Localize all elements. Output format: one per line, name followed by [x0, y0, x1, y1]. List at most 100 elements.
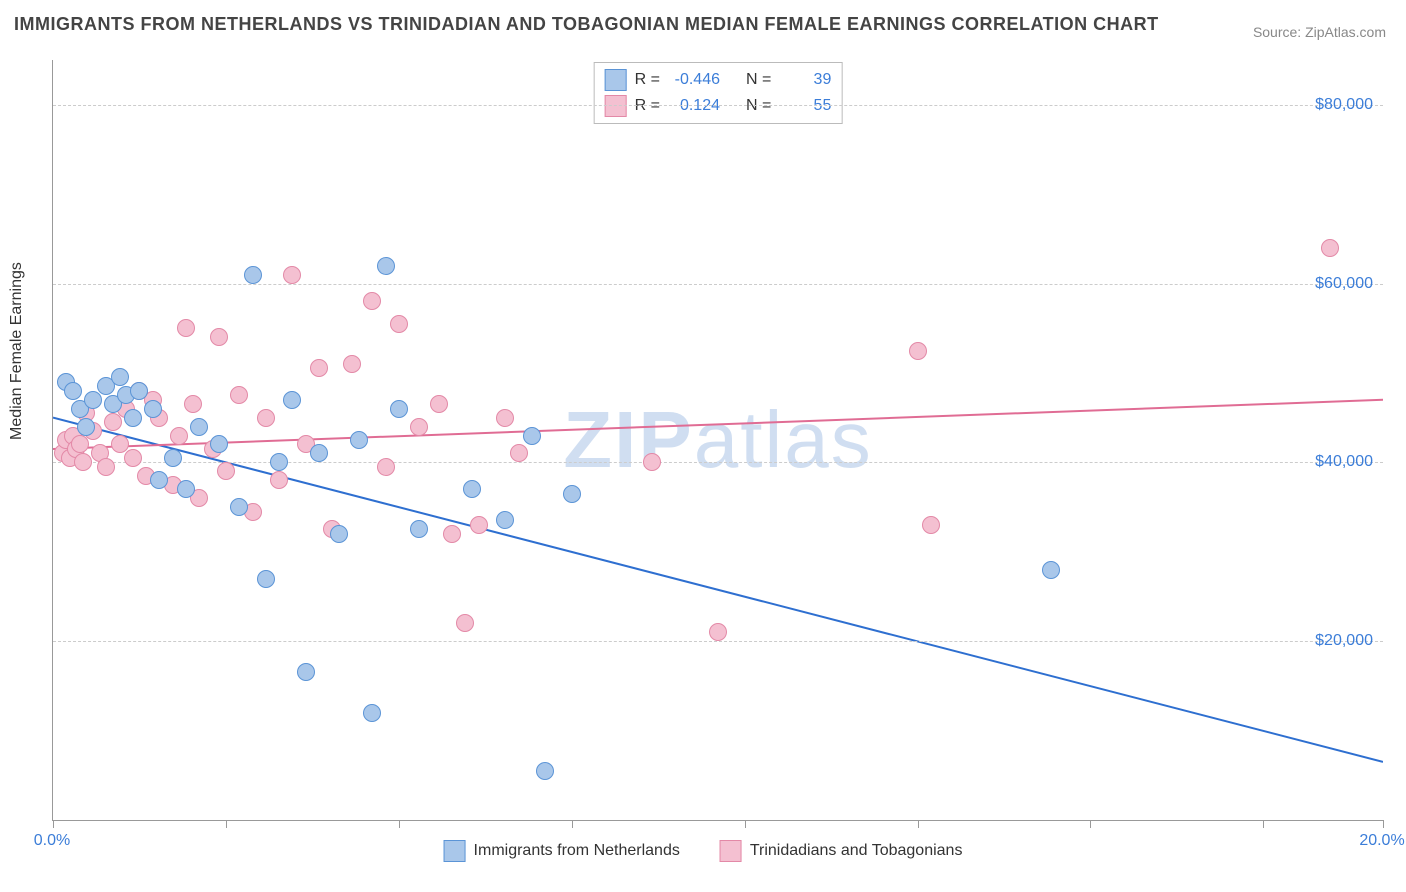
legend-n-label: N = [746, 97, 771, 115]
scatter-point [164, 449, 182, 467]
scatter-point [496, 511, 514, 529]
y-tick-label: $20,000 [1315, 632, 1373, 650]
scatter-point [257, 570, 275, 588]
scatter-point [1321, 239, 1339, 257]
scatter-point [74, 453, 92, 471]
x-tick [1263, 820, 1264, 828]
scatter-point [283, 266, 301, 284]
scatter-point [257, 409, 275, 427]
legend-series-label: Trinidadians and Tobagonians [750, 842, 963, 860]
scatter-point [563, 485, 581, 503]
legend-bottom: Immigrants from Netherlands Trinidadians … [444, 830, 963, 872]
scatter-point [64, 382, 82, 400]
scatter-point [230, 386, 248, 404]
scatter-point [144, 400, 162, 418]
scatter-point [343, 355, 361, 373]
scatter-point [496, 409, 514, 427]
scatter-point [150, 471, 168, 489]
scatter-point [330, 525, 348, 543]
scatter-point [410, 418, 428, 436]
gridline [53, 641, 1383, 642]
scatter-point [456, 614, 474, 632]
scatter-point [97, 458, 115, 476]
x-tick [745, 820, 746, 828]
scatter-point [84, 391, 102, 409]
scatter-point [170, 427, 188, 445]
x-tick [399, 820, 400, 828]
scatter-point [270, 453, 288, 471]
trend-lines-svg [53, 60, 1383, 820]
legend-n-value: 55 [779, 97, 831, 115]
scatter-point [297, 663, 315, 681]
scatter-point [643, 453, 661, 471]
legend-correlation-box: R = -0.446 N = 39R = 0.124 N = 55 [594, 62, 843, 124]
scatter-point [310, 359, 328, 377]
legend-series-item: Immigrants from Netherlands [444, 840, 680, 862]
scatter-point [210, 328, 228, 346]
x-tick [53, 820, 54, 828]
legend-swatch [720, 840, 742, 862]
scatter-point [184, 395, 202, 413]
x-tick [1383, 820, 1384, 828]
scatter-point [210, 435, 228, 453]
scatter-point [363, 292, 381, 310]
scatter-point [104, 413, 122, 431]
legend-swatch [444, 840, 466, 862]
x-tick-label: 0.0% [34, 832, 70, 850]
legend-r-value: -0.446 [668, 71, 720, 89]
scatter-point [709, 623, 727, 641]
scatter-point [130, 382, 148, 400]
scatter-point [377, 257, 395, 275]
scatter-point [463, 480, 481, 498]
scatter-point [190, 418, 208, 436]
legend-r-value: 0.124 [668, 97, 720, 115]
legend-series-item: Trinidadians and Tobagonians [720, 840, 963, 862]
legend-swatch [605, 69, 627, 91]
scatter-point [124, 449, 142, 467]
scatter-point [909, 342, 927, 360]
watermark: ZIPatlas [563, 394, 872, 486]
scatter-point [177, 319, 195, 337]
scatter-point [510, 444, 528, 462]
scatter-point [124, 409, 142, 427]
scatter-point [283, 391, 301, 409]
scatter-point [111, 368, 129, 386]
scatter-point [443, 525, 461, 543]
legend-n-label: N = [746, 71, 771, 89]
scatter-point [410, 520, 428, 538]
y-axis-label: Median Female Earnings [8, 262, 26, 440]
scatter-point [270, 471, 288, 489]
scatter-point [230, 498, 248, 516]
scatter-point [350, 431, 368, 449]
y-tick-label: $60,000 [1315, 275, 1373, 293]
trend-line [53, 418, 1383, 762]
gridline [53, 284, 1383, 285]
scatter-point [71, 435, 89, 453]
chart-title: IMMIGRANTS FROM NETHERLANDS VS TRINIDADI… [14, 14, 1159, 35]
legend-correlation-row: R =0.124N =55 [605, 93, 832, 119]
scatter-point [430, 395, 448, 413]
scatter-point [536, 762, 554, 780]
gridline [53, 105, 1383, 106]
scatter-point [217, 462, 235, 480]
scatter-point [377, 458, 395, 476]
x-tick [1090, 820, 1091, 828]
x-tick [226, 820, 227, 828]
gridline [53, 462, 1383, 463]
scatter-point [922, 516, 940, 534]
x-tick [572, 820, 573, 828]
x-tick [918, 820, 919, 828]
scatter-point [244, 266, 262, 284]
scatter-point [470, 516, 488, 534]
scatter-point [523, 427, 541, 445]
legend-swatch [605, 95, 627, 117]
x-tick-label: 20.0% [1359, 832, 1404, 850]
legend-series-label: Immigrants from Netherlands [474, 842, 680, 860]
trend-line [53, 400, 1383, 449]
legend-r-label: R = [635, 71, 660, 89]
scatter-point [77, 418, 95, 436]
legend-correlation-row: R = -0.446 N = 39 [605, 67, 832, 93]
scatter-point [363, 704, 381, 722]
legend-n-value: 39 [779, 71, 831, 89]
scatter-point [390, 315, 408, 333]
